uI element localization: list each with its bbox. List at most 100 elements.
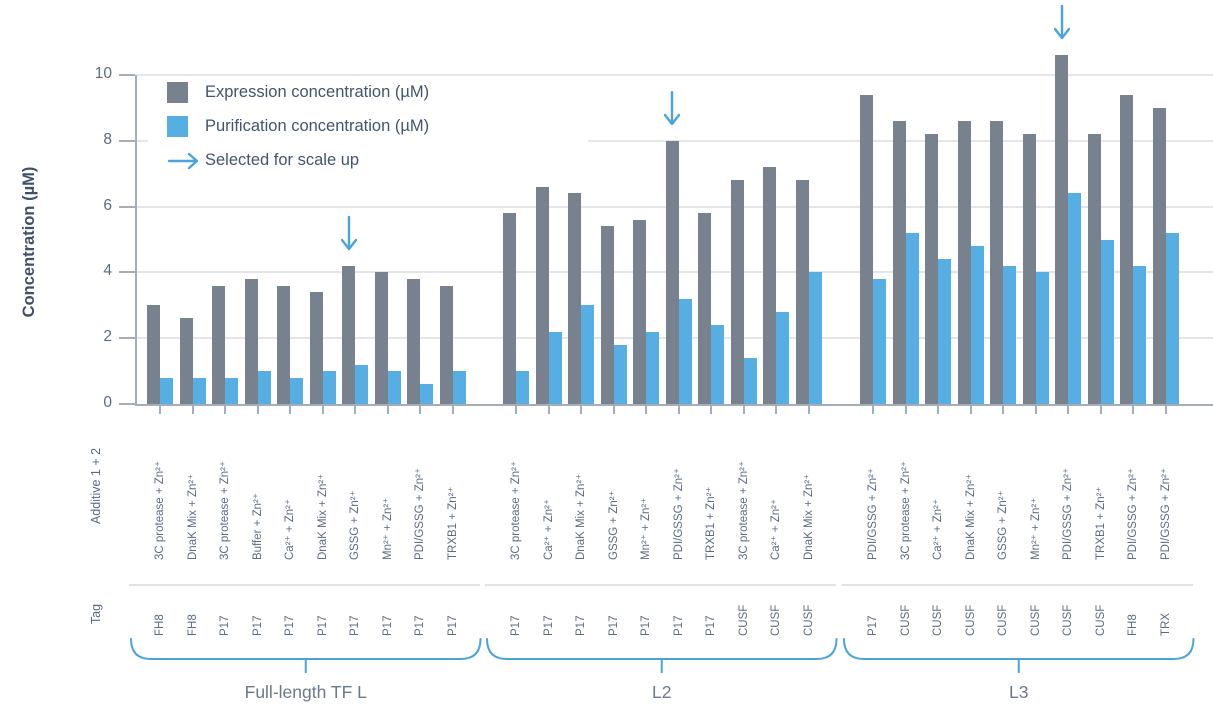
bar-purification (1100, 239, 1114, 404)
tag-label: FH8 (154, 614, 166, 636)
bar-purification (776, 311, 789, 404)
additive-label: PDI/GSSG + Zn²⁺ (1062, 467, 1074, 560)
scale-up-arrow-icon (1053, 5, 1070, 47)
x-tick (710, 406, 712, 414)
y-tick-label-4: 4 (103, 262, 112, 280)
x-tick (515, 406, 517, 414)
additive-label: 3C protease + Zn²⁺ (510, 460, 522, 560)
x-tick (645, 406, 647, 414)
bar-purification (290, 377, 303, 404)
y-tick-label-2: 2 (103, 328, 112, 346)
additive-label: GSSG + Zn²⁺ (997, 490, 1009, 560)
legend-label-purification: Purification concentration (µM) (205, 117, 430, 135)
x-tick (775, 406, 777, 414)
bar-expression (633, 219, 646, 404)
tag-label: CUSF (770, 604, 782, 636)
additive-label: Mn²⁺ + Zn²⁺ (640, 497, 652, 560)
additive-label: DnaK Mix + Zn²⁺ (575, 473, 587, 560)
bar-purification (387, 371, 401, 404)
bar-purification (548, 331, 562, 404)
additive-label: PDI/GSSG + Zn²⁺ (1127, 467, 1139, 560)
legend-label-expression: Expression concentration (µM) (205, 83, 430, 101)
additive-label: TRXB1 + Zn²⁺ (1094, 486, 1107, 561)
bar-expression (407, 278, 420, 404)
additive-label: TRXB1 + Zn²⁺ (705, 486, 717, 561)
x-tick (937, 406, 939, 414)
bar-expression (892, 121, 906, 404)
row-separator (129, 584, 480, 586)
tag-label: CUSF (997, 604, 1009, 636)
tag-label: P17 (705, 615, 717, 636)
tag-label: TRX (1159, 613, 1172, 636)
bar-purification (1068, 193, 1081, 404)
bar-expression (147, 305, 160, 404)
additive-label: Buffer + Zn²⁺ (251, 493, 264, 560)
x-tick (1002, 406, 1004, 414)
x-tick (191, 406, 194, 414)
bar-expression (1087, 134, 1101, 404)
bar-expression (795, 180, 809, 404)
x-tick (1099, 406, 1102, 414)
y-tick-label-0: 0 (103, 394, 112, 411)
bar-expression (535, 186, 549, 404)
group-label: Full-length TF L (244, 682, 367, 702)
group-label: L2 (652, 682, 672, 702)
bar-purification (160, 377, 173, 404)
x-tick (159, 406, 161, 414)
tag-label: CUSF (737, 604, 750, 636)
group-label: L3 (1009, 682, 1029, 702)
tag-label: CUSF (932, 604, 944, 636)
additive-label: 3C protease + Zn²⁺ (154, 460, 166, 560)
bar-expression (1152, 107, 1166, 404)
additive-label: DnaK Mix + Zn²⁺ (186, 473, 199, 560)
tag-label: P17 (542, 615, 555, 636)
legend-label-selected: Selected for scale up (205, 151, 360, 169)
x-tick (872, 406, 874, 414)
x-tick (354, 406, 356, 414)
bar-expression (244, 278, 258, 404)
tag-row-label: Tag (89, 603, 103, 625)
gridline-10 (137, 74, 1213, 76)
x-tick (904, 406, 907, 414)
x-tick (321, 406, 324, 414)
bar-purification (905, 232, 919, 404)
bar-purification (743, 357, 757, 404)
bar-purification (516, 371, 529, 404)
tag-label: P17 (414, 615, 426, 636)
additive-label: Mn²⁺ + Zn²⁺ (1029, 497, 1042, 560)
bar-purification (808, 272, 822, 404)
row-separator (842, 584, 1193, 586)
tag-label: CUSF (899, 604, 912, 636)
x-tick (451, 406, 454, 414)
x-tick (677, 406, 680, 414)
x-tick (224, 406, 226, 414)
tag-label: CUSF (1029, 604, 1042, 636)
x-tick (256, 406, 259, 414)
tag-label: CUSF (964, 604, 977, 636)
additive-label: Ca²⁺ + Zn²⁺ (932, 498, 944, 560)
additive-label: Ca²⁺ + Zn²⁺ (770, 498, 782, 560)
tag-label: CUSF (802, 604, 815, 636)
x-tick (1034, 406, 1037, 414)
bar-expression (374, 272, 388, 404)
bar-expression (860, 94, 873, 404)
bar-purification (613, 344, 627, 404)
bar-expression (277, 285, 290, 404)
bar-purification (873, 278, 886, 404)
additive-label: 3C protease + Zn²⁺ (219, 460, 231, 560)
bar-purification (355, 364, 368, 404)
x-tick (1164, 406, 1167, 414)
tag-label: P17 (575, 615, 587, 636)
tag-label: CUSF (1062, 604, 1074, 636)
bar-purification (420, 384, 433, 404)
bar-expression (439, 285, 453, 404)
additive-label: Ca²⁺ + Zn²⁺ (284, 498, 296, 560)
additive-label: Ca²⁺ + Zn²⁺ (542, 498, 555, 560)
y-tick-label-8: 8 (103, 130, 112, 148)
bar-purification (257, 371, 271, 404)
group-bracket (130, 638, 482, 674)
bar-expression (1055, 55, 1068, 404)
tag-label: CUSF (1094, 604, 1107, 636)
bar-expression (1120, 94, 1133, 404)
